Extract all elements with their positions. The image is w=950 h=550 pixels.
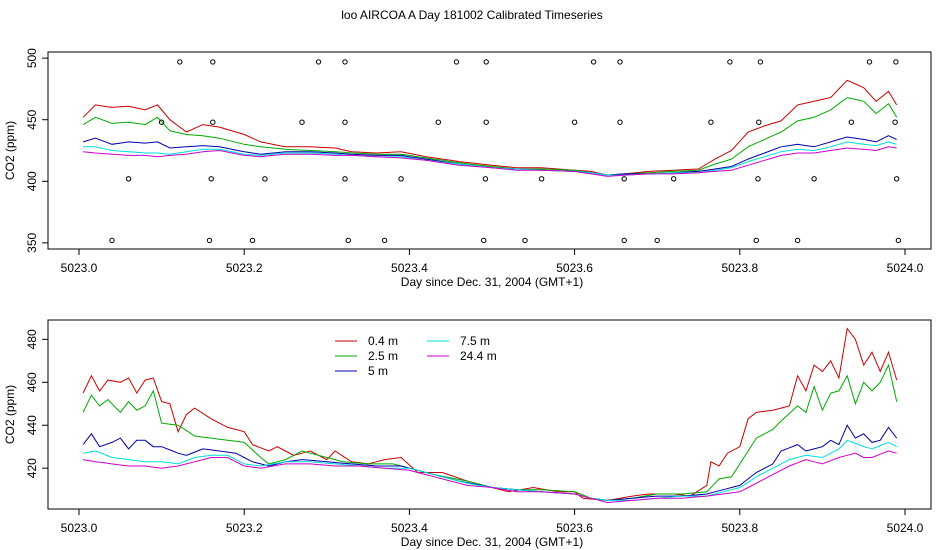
outlier-point — [435, 119, 441, 125]
plot-frame — [47, 319, 932, 510]
outlier-point — [177, 59, 183, 65]
series-line-2 — [82, 135, 897, 176]
outlier-point — [538, 176, 545, 182]
outlier-point — [893, 59, 899, 65]
outlier-point — [621, 176, 627, 182]
x-tick-label: 5023.4 — [391, 521, 428, 535]
legend-entry: 2.5 m — [368, 349, 398, 363]
outlier-point — [109, 237, 115, 244]
legend-entry: 0.4 m — [368, 334, 398, 348]
legend-entry: 5 m — [368, 364, 388, 378]
outlier-point — [483, 59, 489, 65]
outlier-point — [262, 176, 268, 182]
outlier-point — [617, 119, 623, 125]
figure-title: loo AIRCOA A Day 181002 Calibrated Times… — [341, 8, 602, 22]
x-axis-label: Day since Dec. 31, 2004 (GMT+1) — [401, 535, 583, 549]
legend-entry: 24.4 m — [460, 349, 497, 363]
outlier-point — [381, 237, 388, 244]
x-tick-label: 5024.0 — [887, 521, 924, 535]
outlier-point — [727, 59, 733, 65]
outlier-point — [848, 119, 854, 125]
x-tick-label: 5023.4 — [391, 261, 428, 275]
outlier-point — [590, 59, 597, 65]
series-line-4 — [83, 450, 897, 504]
x-axis-label: Day since Dec. 31, 2004 (GMT+1) — [401, 275, 583, 289]
legend-entry: 7.5 m — [460, 334, 490, 348]
outlier-point — [617, 59, 623, 65]
series-line-0 — [82, 79, 898, 176]
x-tick-label: 5023.6 — [556, 521, 593, 535]
top-panel: 5023.0 5023.2 5023.4 5023.6 5023.8 5024.0 350 4… — [3, 48, 932, 289]
y-tick-label: 350 — [25, 233, 39, 253]
outlier-point — [483, 119, 489, 125]
outlier-point — [811, 176, 817, 182]
outlier-point — [481, 237, 487, 244]
outlier-point — [315, 59, 322, 65]
outlier-point — [208, 176, 214, 182]
outlier-point — [671, 176, 677, 182]
outlier-point — [210, 119, 216, 125]
x-tick-label: 5024.0 — [887, 261, 924, 275]
y-tick-label: 480 — [25, 329, 39, 349]
outlier-point — [621, 237, 627, 244]
x-tick-label: 5023.8 — [721, 261, 758, 275]
outlier-point — [158, 119, 165, 125]
legend: 0.4 m2.5 m5 m 7.5 m24.4 m — [335, 334, 497, 378]
outlier-point — [398, 176, 404, 182]
outlier-point — [892, 119, 898, 125]
x-tick-label: 5023.2 — [226, 521, 263, 535]
outlier-point — [894, 176, 900, 182]
outlier-point — [708, 119, 714, 125]
outlier-point — [210, 59, 216, 65]
outlier-point — [753, 237, 759, 244]
series-line-1 — [82, 97, 898, 176]
outlier-point — [206, 237, 213, 244]
y-axis-label: CO2 (ppm) — [3, 121, 17, 180]
bottom-panel: 5023.0 5023.2 5023.4 5023.6 5023.8 5024.0 420 4… — [3, 319, 932, 549]
outlier-point — [757, 59, 764, 65]
y-tick-label: 460 — [25, 372, 39, 392]
x-tick-label: 5023.8 — [721, 521, 758, 535]
outlier-point — [866, 59, 873, 65]
series-line-3 — [83, 141, 897, 176]
outlier-point — [654, 237, 660, 244]
outlier-point — [345, 237, 351, 244]
outlier-point — [125, 176, 132, 182]
outlier-point — [571, 119, 578, 125]
outlier-point — [342, 59, 348, 65]
outlier-point — [895, 237, 902, 244]
outlier-point — [522, 237, 528, 244]
y-tick-label: 450 — [25, 109, 39, 129]
y-tick-label: 440 — [25, 415, 39, 435]
outlier-point — [482, 176, 489, 182]
y-tick-label: 500 — [25, 48, 39, 68]
outlier-point — [299, 119, 305, 125]
x-tick-label: 5023.2 — [226, 261, 263, 275]
x-tick-label: 5023.6 — [556, 261, 593, 275]
series-line-4 — [83, 146, 897, 177]
y-axis-label: CO2 (ppm) — [3, 385, 17, 444]
y-tick-label: 400 — [25, 171, 39, 191]
outlier-point — [794, 237, 801, 244]
y-tick-label: 420 — [25, 458, 39, 478]
outlier-point — [453, 59, 460, 65]
x-tick-label: 5023.0 — [61, 261, 98, 275]
series-line-1 — [82, 363, 898, 501]
plot-frame — [47, 51, 932, 250]
series-line-2 — [82, 424, 898, 501]
outlier-point — [755, 176, 761, 182]
outlier-point — [756, 119, 762, 125]
outlier-point — [342, 176, 348, 182]
outlier-point — [342, 119, 348, 125]
x-tick-label: 5023.0 — [61, 521, 98, 535]
outlier-point — [249, 237, 256, 244]
